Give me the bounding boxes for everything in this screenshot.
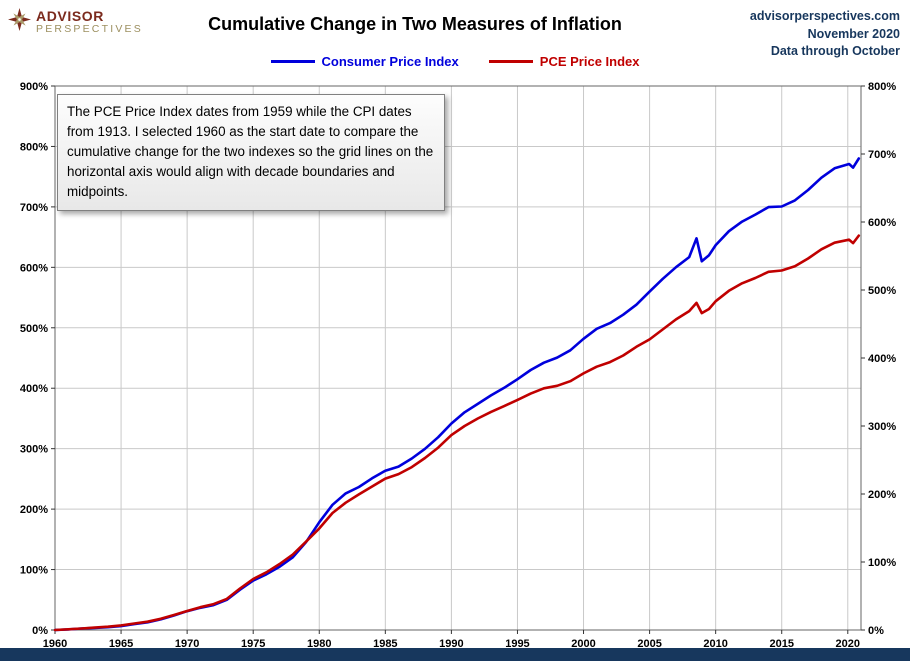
logo-line2: PERSPECTIVES <box>36 23 143 36</box>
left-axis-label: 700% <box>20 202 48 214</box>
logo-line1: ADVISOR <box>36 8 104 24</box>
legend-item-cpi: Consumer Price Index <box>270 54 459 69</box>
x-axis-label: 2015 <box>769 638 793 650</box>
x-axis-label: 1960 <box>43 638 67 650</box>
inflation-chart: 0% 100% 200% 300% 400% 500% 600% 700% 800% 900% 0%… <box>20 81 896 650</box>
left-axis-label: 400% <box>20 383 48 395</box>
left-axis-label: 200% <box>20 504 48 516</box>
x-axis-label: 2000 <box>571 638 595 650</box>
x-axis-label: 2005 <box>637 638 661 650</box>
left-axis-label: 100% <box>20 565 48 577</box>
compass-rose-icon <box>8 8 31 31</box>
x-axis-label: 1995 <box>505 638 529 650</box>
advisor-perspectives-logo: ADVISOR PERSPECTIVES <box>8 8 143 35</box>
cpi-legend-line <box>270 60 315 63</box>
x-axis-label: 1980 <box>307 638 331 650</box>
x-axis-label: 2010 <box>703 638 727 650</box>
left-axis-label: 800% <box>20 141 48 153</box>
data-through: Data through October <box>770 44 900 58</box>
pce-legend-line <box>488 60 533 63</box>
annotation-text: The PCE Price Index dates from 1959 whil… <box>67 104 434 200</box>
right-axis-label: 400% <box>868 353 896 365</box>
right-axis-label: 700% <box>868 149 896 161</box>
left-axis-label: 600% <box>20 262 48 274</box>
right-axis-label: 500% <box>868 285 896 297</box>
logo-text: ADVISOR PERSPECTIVES <box>36 8 143 35</box>
right-axis-label: 800% <box>868 81 896 93</box>
x-axis-label: 1965 <box>109 638 133 650</box>
x-axis-label: 1985 <box>373 638 397 650</box>
consumer-price-index-line <box>53 157 861 632</box>
footer-bar <box>0 648 910 661</box>
right-axis-label: 200% <box>868 489 896 501</box>
left-axis-label: 300% <box>20 444 48 456</box>
x-axis-label: 2020 <box>836 638 860 650</box>
x-axis-label: 1990 <box>439 638 463 650</box>
pce-price-index-line <box>53 234 861 632</box>
left-axis-label: 0% <box>32 625 48 637</box>
right-axis-label: 600% <box>868 217 896 229</box>
site-url: advisorperspectives.com <box>749 9 900 23</box>
publish-date: November 2020 <box>807 26 900 41</box>
right-axis-label: 100% <box>868 557 896 569</box>
legend-item-pce: PCE Price Index <box>488 54 640 69</box>
chart-title: Cumulative Change in Two Measures of Inf… <box>208 14 622 34</box>
left-axis-label: 900% <box>20 81 48 93</box>
chart-legend: Consumer Price Index PCE Price Index <box>0 54 910 69</box>
right-axis-label: 300% <box>868 421 896 433</box>
annotation-box: The PCE Price Index dates from 1959 whil… <box>57 94 445 211</box>
right-axis-label: 0% <box>868 625 884 637</box>
pce-legend-label: PCE Price Index <box>539 54 640 69</box>
x-axis-label: 1970 <box>175 638 199 650</box>
header-meta: advisorperspectives.com November 2020 Da… <box>750 8 900 61</box>
x-axis-label: 1975 <box>241 638 265 650</box>
cpi-legend-label: Consumer Price Index <box>321 54 459 69</box>
left-axis-label: 500% <box>20 323 48 335</box>
